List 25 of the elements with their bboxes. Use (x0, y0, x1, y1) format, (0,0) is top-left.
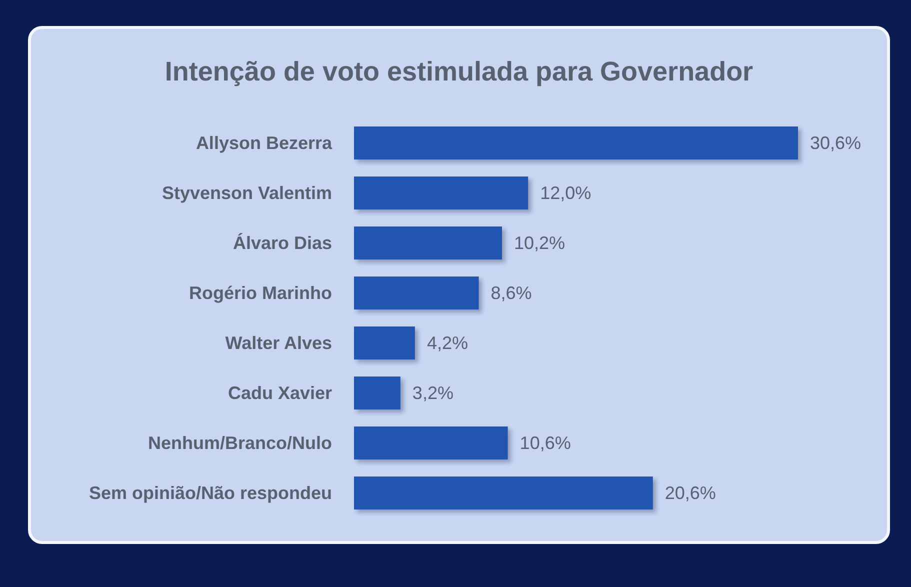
y-tick-label: Sem opinião/Não respondeu (88, 483, 332, 503)
data-label: 30,6% (810, 133, 862, 153)
bar (354, 276, 479, 310)
y-tick-label: Cadu Xavier (228, 383, 332, 403)
y-tick-label: Walter Alves (225, 333, 332, 353)
bar (354, 176, 528, 210)
data-label: 20,6% (664, 483, 716, 503)
bar (354, 226, 502, 260)
y-tick-label: Álvaro Dias (232, 233, 332, 253)
data-label: 10,2% (514, 233, 566, 253)
data-label: 3,2% (412, 383, 454, 403)
bar (354, 376, 400, 410)
y-tick-label: Styvenson Valentim (162, 183, 332, 203)
bar (354, 126, 798, 160)
data-label: 12,0% (540, 183, 592, 203)
chart-title: Intenção de voto estimulada para Governador (164, 56, 754, 86)
data-label: 8,6% (490, 283, 532, 303)
y-tick-label: Rogério Marinho (189, 283, 332, 303)
y-tick-label: Nenhum/Branco/Nulo (148, 433, 332, 453)
bar (354, 426, 508, 460)
bar (354, 326, 415, 360)
data-label: 4,2% (426, 333, 468, 353)
bar (354, 476, 653, 510)
data-label: 10,6% (520, 433, 571, 453)
y-tick-label: Allyson Bezerra (196, 133, 333, 153)
